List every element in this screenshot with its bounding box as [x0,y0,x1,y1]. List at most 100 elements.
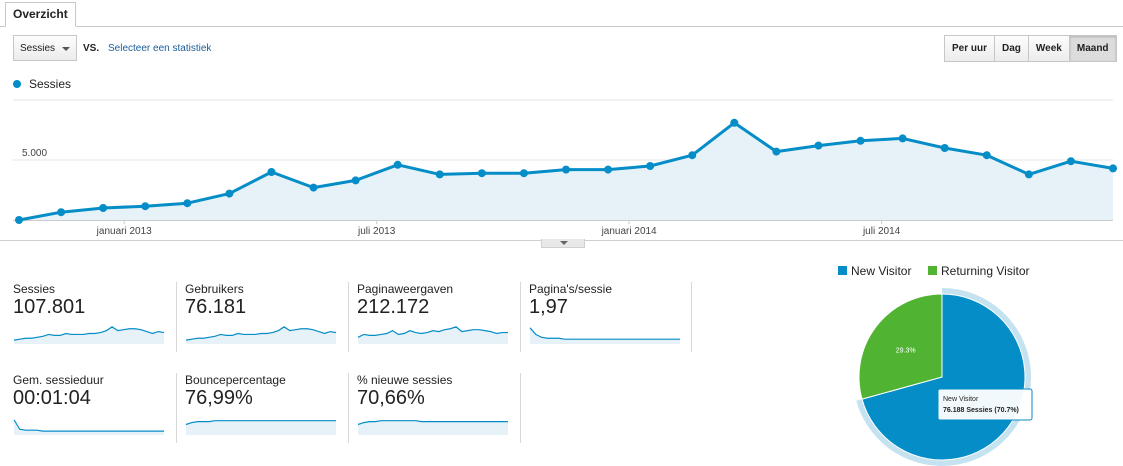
metric-value: 70,66% [357,387,425,409]
data-point[interactable] [309,183,318,192]
metric-label: % nieuwe sessies [357,373,453,387]
metric-value: 1,97 [529,296,568,318]
pie-legend-returning-label: Returning Visitor [941,264,1030,278]
metric-selector-label: Sessies [20,43,56,54]
data-point[interactable] [982,151,991,160]
chevron-down-icon [560,241,568,245]
data-point[interactable] [1066,157,1075,166]
metric-label: Pagina's/sessie [529,282,613,296]
data-point[interactable] [477,169,486,178]
data-point[interactable] [898,134,907,143]
metric-label: Paginaweergaven [357,282,454,296]
tile-divider [520,373,521,443]
month-button[interactable]: Maand [1068,36,1116,61]
metric-sparkline [357,326,508,344]
data-point[interactable] [519,169,528,178]
data-point[interactable] [435,170,444,179]
sparkline-line [13,419,164,432]
legend-swatch [928,266,937,275]
metric-sparkline [13,326,165,344]
metric-tile[interactable]: Bouncepercentage 76,99% [185,373,343,445]
sparkline-area [358,420,508,435]
metric-value: 107.801 [13,296,86,318]
metric-value: 76.181 [185,296,247,318]
data-point[interactable] [225,189,234,198]
chart-collapse-toggle[interactable] [541,239,585,248]
sparkline-area [14,419,164,435]
metric-sparkline [185,420,336,435]
metric-tile[interactable]: Paginaweergaven 212.172 [357,282,515,354]
metric-tile[interactable]: Gebruikers 76.181 [185,282,343,354]
data-point[interactable] [15,216,23,224]
metric-sparkline [357,420,508,435]
metric-label: Sessies [13,282,56,296]
tile-divider [520,282,521,352]
pie-tooltip: New Visitor 76.188 Sessies (70.7%) [937,388,1033,421]
metric-tile[interactable]: % nieuwe sessies 70,66% [357,373,515,445]
x-tick-label: juli 2013 [357,226,396,237]
day-button[interactable]: Dag [994,36,1028,61]
series-legend-dot [13,80,21,88]
sparkline-area [186,326,336,344]
pie-slice-label: 29.3% [896,347,916,354]
data-point[interactable] [730,118,739,127]
sparkline-area [530,327,680,344]
tile-divider [348,282,349,352]
metric-label: Gem. sessieduur [13,373,104,387]
sparkline-line [529,327,680,340]
sparkline-line [185,326,337,341]
data-point[interactable] [99,204,108,212]
data-point[interactable] [57,208,66,217]
metric-selector[interactable]: Sessies [13,35,77,61]
tile-divider [176,373,177,443]
metric-tile[interactable]: Pagina's/sessie 1,97 [529,282,687,354]
metric-value: 212.172 [357,296,430,318]
data-point[interactable] [814,141,823,150]
sparkline-area [14,326,164,344]
data-point[interactable] [267,168,276,176]
sparkline-line [357,420,508,426]
pie-legend-new[interactable]: New Visitor [838,264,911,278]
data-point[interactable] [183,199,192,208]
data-point[interactable] [1109,164,1117,173]
tooltip-detail: 76.188 Sessies (70.7%) [943,407,1019,414]
data-point[interactable] [393,160,402,169]
metric-label: Bouncepercentage [185,373,286,387]
sparkline-line [185,420,336,426]
tooltip-box [937,388,1033,421]
x-tick-label: januari 2013 [96,226,152,237]
data-point[interactable] [1024,170,1033,179]
y-tick-label: 10.000 [22,96,53,99]
metric-sparkline [529,327,680,344]
tab-overview[interactable]: Overzicht [5,2,76,27]
metric-tile[interactable]: Sessies 107.801 [13,282,171,354]
x-tick-label: juli 2014 [862,226,901,237]
select-statistic-link[interactable]: Selecteer een statistiek [108,43,212,54]
tile-divider [348,373,349,443]
series-legend-label[interactable]: Sessies [29,77,72,91]
data-point[interactable] [141,202,150,211]
data-point[interactable] [351,176,360,185]
x-tick-label: januari 2014 [601,226,657,237]
tab-bar: Overzicht [0,0,1123,27]
per-hour-button[interactable]: Per uur [945,36,995,61]
pie-legend-returning[interactable]: Returning Visitor [928,264,1030,278]
metric-value: 76,99% [185,387,253,409]
metric-sparkline [185,326,337,344]
pie-legend-new-label: New Visitor [851,264,912,278]
week-button[interactable]: Week [1027,36,1069,61]
data-point[interactable] [772,147,781,156]
data-point[interactable] [940,144,949,152]
data-point[interactable] [856,136,865,145]
data-point[interactable] [562,165,570,174]
sparkline-line [13,326,165,341]
metric-tile[interactable]: Gem. sessieduur 00:01:04 [13,373,171,445]
sparkline-area [186,420,336,435]
pie-slice[interactable] [858,293,943,400]
data-point[interactable] [646,162,655,170]
metric-label: Gebruikers [185,282,244,296]
visitor-type-pie-chart[interactable]: 29.3% New Visitor 76.188 Sessies (70.7%) [846,281,1046,466]
sessions-line-chart[interactable]: 5.000 10.000 januari 2013 juli 2013 januari … [0,96,1123,242]
data-point[interactable] [604,165,613,174]
data-point[interactable] [688,151,697,160]
